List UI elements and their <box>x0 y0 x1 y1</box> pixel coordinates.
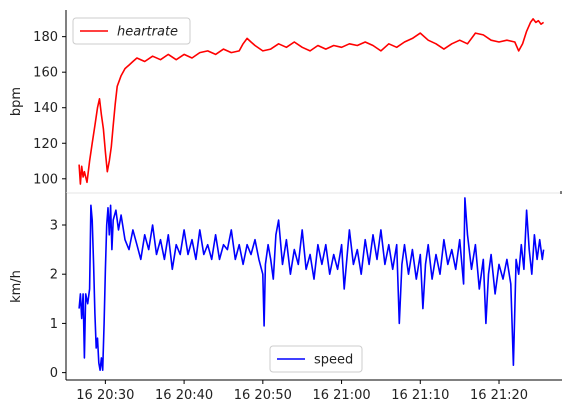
x-tick-label: 16 21:20 <box>470 388 528 403</box>
y-tick-label: 0 <box>50 366 58 381</box>
speed-legend: speed <box>269 345 363 373</box>
y-tick-label: 2 <box>50 268 58 283</box>
legend-box <box>269 345 363 373</box>
y-tick-label: 180 <box>33 30 58 45</box>
y-tick-label: 120 <box>33 137 58 152</box>
y-tick-label: 3 <box>50 218 58 233</box>
y-tick-label: 160 <box>33 66 58 81</box>
x-tick-label: 16 20:50 <box>234 388 292 403</box>
heartrate-panel: 100 120 140 160 180 bpm heartrate <box>9 10 562 194</box>
y-axis-label: bpm <box>9 87 24 116</box>
x-tick-label: 16 21:00 <box>312 388 370 403</box>
legend-box <box>72 17 191 45</box>
legend-label: heartrate <box>117 25 178 40</box>
x-tick-label: 16 20:30 <box>76 388 134 403</box>
speed-panel: 0 1 2 3 km/h speed 16 20:30 16 20:40 16 20:50 16 … <box>9 193 562 403</box>
legend-label: speed <box>314 353 353 368</box>
y-tick-label: 100 <box>33 172 58 187</box>
heartrate-legend: heartrate <box>72 17 191 45</box>
y-tick-label: 140 <box>33 101 58 116</box>
y-tick-label: 1 <box>50 317 58 332</box>
y-axis-label: km/h <box>9 270 24 303</box>
speed-series-line <box>78 197 545 371</box>
x-tick-label: 16 21:10 <box>391 388 449 403</box>
heartrate-series-line <box>78 18 545 185</box>
x-tick-label: 16 20:40 <box>155 388 213 403</box>
